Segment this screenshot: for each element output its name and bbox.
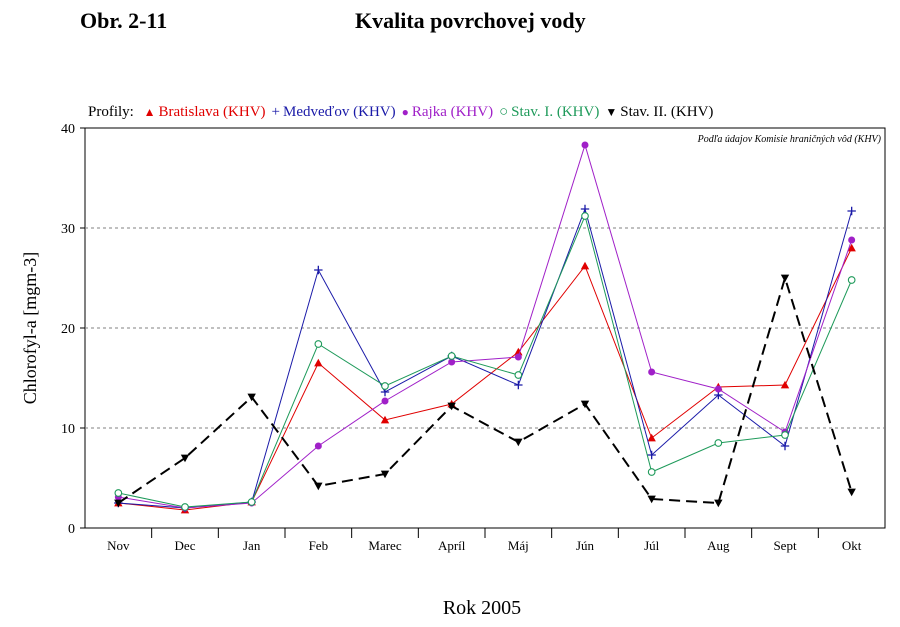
legend-item: ▲ Bratislava (KHV): [144, 104, 266, 120]
data-point: [314, 442, 322, 450]
data-point: [247, 498, 256, 506]
data-point: [380, 470, 390, 479]
data-point: [447, 402, 456, 411]
series-line-4: [117, 274, 853, 505]
series-line-1: [118, 207, 853, 509]
data-point: [847, 243, 856, 252]
data-point: [714, 439, 723, 447]
x-tick-label: Jan: [243, 538, 261, 553]
y-axis-label: Chlorofyl-a [mgm-3]: [20, 252, 40, 404]
legend-label: Stav. II. (KHV): [620, 104, 714, 120]
data-point: [381, 382, 389, 390]
legend-item: ▼ Stav. II. (KHV): [605, 104, 713, 120]
data-point: [714, 499, 723, 508]
data-point: [580, 261, 590, 270]
data-point: [314, 482, 323, 491]
data-point: [514, 380, 523, 390]
data-point: [447, 352, 456, 360]
legend-item: ● Rajka (KHV): [402, 104, 493, 120]
data-point: [181, 503, 189, 511]
data-point: [180, 454, 190, 463]
legend-label: Rajka (KHV): [411, 104, 494, 120]
x-tick-label: Aug: [707, 538, 730, 553]
legend-marker-icon: ○: [499, 104, 509, 120]
legend-label: Bratislava (KHV): [158, 104, 266, 120]
x-axis-label: Rok 2005: [443, 597, 521, 619]
data-point: [847, 488, 856, 497]
y-tick-label: 0: [68, 522, 75, 537]
x-tick-label: Feb: [309, 538, 329, 553]
legend-label: Medveďov (KHV): [283, 104, 396, 120]
data-point: [647, 433, 656, 442]
data-point: [780, 274, 790, 283]
legend-marker-icon: ▲: [143, 105, 156, 119]
data-point: [581, 212, 589, 220]
data-point: [847, 276, 856, 284]
data-point: [780, 441, 790, 451]
figure-label: Obr. 2-11: [80, 8, 168, 33]
y-tick-label: 10: [61, 422, 75, 437]
data-point: [314, 340, 323, 348]
data-point: [514, 353, 522, 361]
legend-marker-icon: +: [271, 104, 281, 120]
series-line-3: [118, 214, 853, 508]
data-point: [647, 495, 656, 504]
data-point: [114, 489, 123, 497]
data-point: [580, 400, 590, 409]
data-point: [314, 358, 323, 367]
data-point: [647, 468, 656, 476]
data-point: [381, 397, 389, 405]
data-point: [580, 204, 590, 214]
data-point: [581, 141, 589, 149]
legend-item: ○ Stav. I. (KHV): [499, 104, 599, 120]
data-point: [780, 380, 790, 389]
x-tick-label: Nov: [107, 538, 130, 553]
series-line-0: [118, 247, 853, 511]
x-tick-label: Apríl: [438, 538, 466, 553]
data-point: [848, 236, 856, 244]
data-point: [448, 358, 456, 366]
data-point: [648, 368, 656, 376]
x-tick-label: Okt: [842, 538, 862, 553]
data-point: [847, 206, 856, 216]
legend-item: + Medveďov (KHV): [272, 104, 396, 120]
legend-marker-icon: ●: [401, 105, 409, 119]
data-point: [781, 431, 789, 439]
source-note: Podľa údajov Komisie hraničných vôd (KHV…: [697, 134, 882, 145]
x-tick-label: Júl: [644, 538, 660, 553]
data-point: [380, 415, 390, 424]
x-tick-label: Dec: [175, 538, 196, 553]
data-point: [247, 393, 256, 402]
y-tick-label: 40: [61, 122, 75, 137]
x-tick-label: Jún: [576, 538, 595, 553]
legend-prefix: Profily:: [88, 104, 134, 120]
x-tick-label: Marec: [368, 538, 401, 553]
data-point: [514, 371, 523, 379]
legend: Profily: ▲ Bratislava (KHV) + Medveďov (KHV…: [88, 104, 713, 121]
y-tick-label: 20: [61, 322, 75, 337]
chart-title: Kvalita povrchovej vody: [355, 8, 586, 33]
legend-label: Stav. I. (KHV): [511, 104, 600, 120]
data-point: [647, 450, 656, 460]
data-point: [514, 438, 523, 447]
x-tick-label: Sept: [773, 538, 797, 553]
x-tick-label: Máj: [508, 538, 529, 553]
data-point: [114, 499, 123, 508]
data-point: [314, 265, 323, 275]
legend-marker-icon: ▼: [605, 105, 618, 119]
data-point: [514, 347, 523, 356]
series-line-2: [118, 143, 853, 509]
data-point: [714, 385, 722, 393]
y-tick-label: 30: [61, 222, 75, 237]
